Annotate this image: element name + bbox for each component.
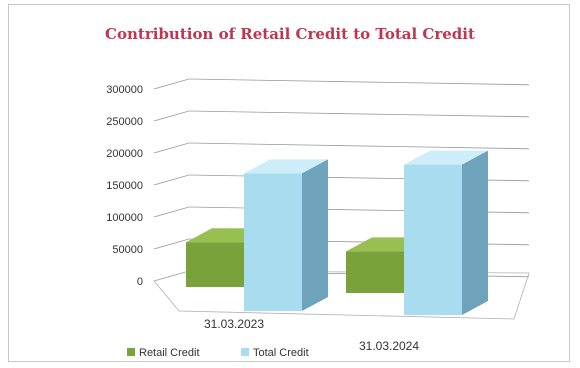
bar-total-credit-1-front: [244, 173, 302, 311]
bar-total-credit-2-side: [462, 150, 488, 315]
gridline-left: [153, 206, 190, 218]
bar-total-credit-1: [244, 159, 328, 311]
bar-total-credit-2-front: [404, 164, 462, 315]
gridline: [188, 110, 530, 118]
chart-title: Contribution of Retail Credit to Total C…: [105, 25, 475, 43]
gridline-left: [153, 142, 190, 154]
y-axis-ticks: 0 50000 100000 150000 200000 250000 300000: [106, 84, 143, 288]
x-axis-categories: 31.03.2023 31.03.2024: [204, 317, 419, 353]
chart-canvas: Contribution of Retail Credit to Total C…: [105, 25, 530, 359]
gridline: [188, 142, 530, 150]
legend-swatch: [241, 348, 249, 356]
y-tick-label: 0: [137, 276, 143, 288]
bar-retail-credit-2-front: [346, 251, 404, 293]
y-tick-label: 150000: [106, 180, 143, 192]
chart-floor: [153, 270, 530, 320]
gridline-left: [153, 110, 190, 122]
y-tick-label: 100000: [106, 212, 143, 224]
bar-retail-credit-1-front: [186, 242, 244, 287]
x-category-label: 31.03.2023: [204, 317, 264, 331]
gridline-left: [153, 238, 190, 250]
gridline-left: [153, 174, 190, 186]
bar-total-credit-2-top: [404, 150, 488, 165]
bar-total-credit-2: [404, 150, 488, 315]
legend-swatch: [127, 348, 135, 356]
legend-label: Retail Credit: [139, 347, 200, 359]
chart-frame: Contribution of Retail Credit to Total C…: [8, 4, 570, 362]
chart-bars: [186, 150, 488, 315]
y-tick-label: 250000: [106, 116, 143, 128]
bar-total-credit-1-top: [244, 159, 328, 174]
legend-label: Total Credit: [253, 347, 309, 359]
y-tick-label: 50000: [112, 244, 143, 256]
bar-total-credit-1-side: [302, 159, 328, 311]
gridline-left: [153, 78, 190, 90]
gridline: [188, 78, 530, 86]
chart-legend: Retail Credit Total Credit: [127, 347, 309, 359]
x-category-label: 31.03.2024: [359, 339, 419, 353]
y-tick-label: 300000: [106, 84, 143, 96]
y-tick-label: 200000: [106, 148, 143, 160]
